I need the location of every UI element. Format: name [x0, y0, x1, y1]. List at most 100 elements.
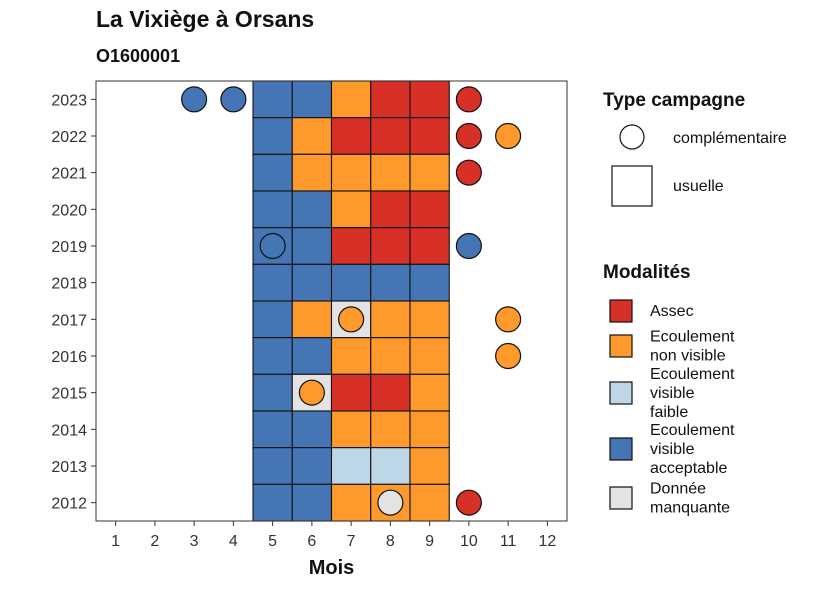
tile-2014-9 — [409, 410, 450, 449]
tile-2017-9 — [409, 300, 450, 339]
point-2021-10 — [455, 159, 482, 186]
legend-mod-key-M — [609, 486, 633, 510]
y-tick-label-2013: 2013 — [51, 459, 87, 476]
tile-2012-9 — [409, 483, 450, 522]
tile-2018-9 — [409, 263, 450, 302]
y-tick-label-2018: 2018 — [51, 276, 87, 293]
x-tick-label-9: 9 — [425, 533, 434, 550]
y-tick-label-2021: 2021 — [51, 166, 87, 183]
x-tick-label-5: 5 — [268, 533, 277, 550]
y-tick-label-2020: 2020 — [51, 202, 87, 219]
legend-mod-label-line: Donnée — [650, 481, 706, 498]
legend-mod-key-A — [609, 299, 633, 323]
tile-2014-8 — [370, 410, 411, 449]
tile-2020-6 — [291, 190, 333, 229]
tile-2014-7 — [330, 410, 372, 449]
y-tick-label-2022: 2022 — [51, 129, 87, 146]
y-tick-label-2012: 2012 — [51, 496, 87, 513]
tile-2016-5 — [252, 337, 293, 375]
legend-mod-title: Modalités — [603, 262, 691, 283]
tile-2013-8 — [370, 447, 411, 485]
tile-2012-7 — [330, 483, 372, 522]
tile-2022-8 — [370, 117, 411, 155]
legend-mod-label-F: Ecoulement visible faible — [650, 366, 735, 421]
tile-2023-8 — [370, 80, 411, 119]
tile-2020-9 — [409, 190, 450, 229]
x-tick-label-11: 11 — [500, 533, 517, 550]
x-axis-title: Mois — [309, 557, 355, 579]
tile-2021-7 — [330, 153, 372, 192]
legend-mod-label-line: Ecoulement — [650, 366, 735, 383]
y-tick-label-2015: 2015 — [51, 386, 87, 403]
point-2019-5 — [259, 232, 286, 260]
tile-2016-9 — [409, 337, 450, 375]
y-tick-label-2014: 2014 — [51, 422, 87, 439]
x-tick-label-2: 2 — [150, 533, 159, 550]
legend-mod-label-line: non visible — [650, 348, 726, 365]
tile-2022-7 — [330, 117, 372, 155]
tile-2021-9 — [409, 153, 450, 192]
legend-mod-label-line: Ecoulement — [650, 422, 735, 439]
tile-2015-5 — [252, 373, 293, 412]
tile-2014-5 — [252, 410, 293, 449]
tile-2023-6 — [291, 80, 333, 119]
legend-mod-label-A: Assec — [650, 303, 694, 320]
tile-2015-7 — [330, 373, 372, 412]
legend-mod-label-line: manquante — [650, 500, 730, 517]
x-tick-label-7: 7 — [347, 533, 356, 550]
tile-2019-6 — [291, 227, 333, 265]
tile-2013-7 — [330, 447, 372, 485]
point-2022-11 — [495, 122, 522, 150]
point-2017-11 — [495, 306, 522, 333]
tile-2018-6 — [291, 263, 333, 302]
legend-mod-label-line: faible — [650, 404, 688, 421]
tile-2022-6 — [291, 117, 333, 155]
tile-2018-5 — [252, 263, 293, 302]
x-tick-label-1: 1 — [111, 533, 120, 550]
legend-mod-key-N — [609, 334, 633, 358]
legend-mod-label-M: Donnée manquante — [650, 481, 730, 517]
tile-2013-5 — [252, 447, 293, 485]
tile-2012-5 — [252, 483, 293, 522]
legend-mod-key-F — [609, 381, 633, 405]
tile-2022-9 — [409, 117, 450, 155]
tile-2017-5 — [252, 300, 293, 339]
x-tick-label-6: 6 — [307, 533, 316, 550]
tile-2016-8 — [370, 337, 411, 375]
tile-2020-5 — [252, 190, 293, 229]
tile-2013-9 — [409, 447, 450, 485]
point-2016-11 — [495, 342, 522, 370]
legend-mod-label-line: visible — [650, 385, 695, 402]
x-tick-label-8: 8 — [386, 533, 395, 550]
legend-mod-label-line: Assec — [650, 303, 694, 320]
point-2017-7 — [338, 306, 365, 333]
legend-mod-key-V — [609, 437, 633, 461]
x-tick-label-12: 12 — [538, 533, 556, 550]
tile-2019-9 — [409, 227, 450, 265]
tile-2018-8 — [370, 263, 411, 302]
legend-mod-label-V: Ecoulement visible acceptable — [650, 422, 735, 477]
tile-2023-9 — [409, 80, 450, 119]
tile-2020-7 — [330, 190, 372, 229]
tile-2020-8 — [370, 190, 411, 229]
tile-2012-6 — [291, 483, 333, 522]
legend-mod-label-line: acceptable — [650, 460, 727, 477]
tile-2017-8 — [370, 300, 411, 339]
tile-2021-8 — [370, 153, 411, 192]
legend-type-label-usuelle: usuelle — [673, 178, 724, 195]
tile-2015-9 — [409, 373, 450, 412]
panel-border — [95, 80, 568, 522]
tile-2019-8 — [370, 227, 411, 265]
chart-subtitle: O1600001 — [96, 46, 181, 66]
tile-2022-5 — [252, 117, 293, 155]
tile-2013-6 — [291, 447, 333, 485]
x-tick-label-4: 4 — [229, 533, 238, 550]
legend-mod-label-N: Ecoulement non visible — [650, 329, 735, 365]
legend-mod-label-line: Ecoulement — [650, 329, 735, 346]
legend-type-circle-key — [619, 124, 645, 150]
point-2015-6 — [298, 379, 325, 406]
tile-2014-6 — [291, 410, 333, 449]
x-tick-label-3: 3 — [190, 533, 199, 550]
y-tick-label-2017: 2017 — [51, 312, 87, 329]
tile-2016-7 — [330, 337, 372, 375]
